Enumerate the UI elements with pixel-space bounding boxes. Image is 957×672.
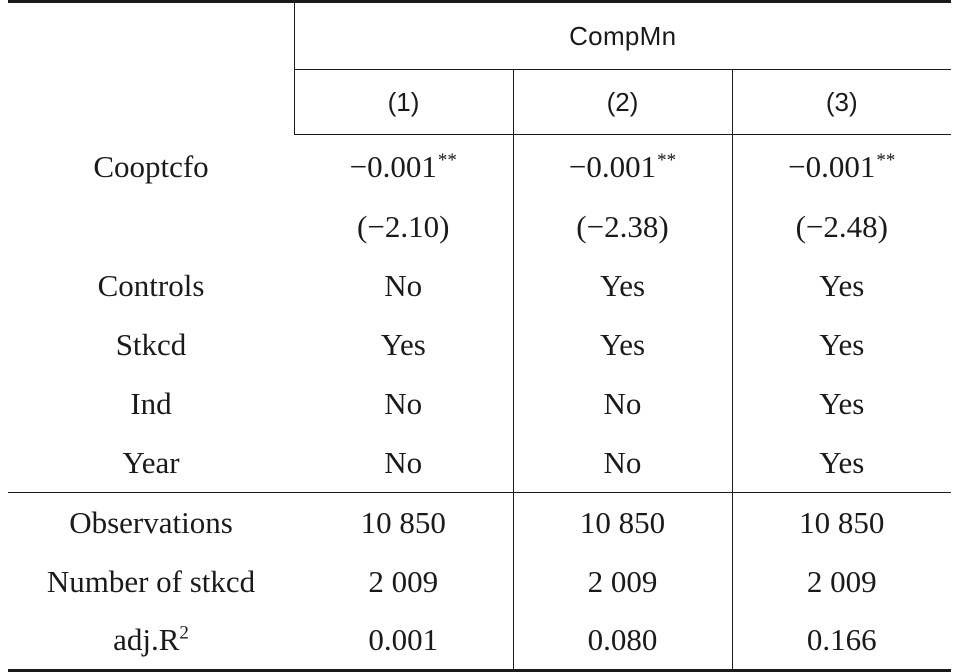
table-cell: No bbox=[294, 374, 514, 433]
tstat-cell-1: (−2.10) bbox=[294, 197, 514, 256]
header-row-columns: (1) (2) (3) bbox=[8, 69, 952, 135]
table-cell: Yes bbox=[819, 267, 865, 303]
significance-stars: ** bbox=[437, 149, 457, 171]
coef-cell-1: −0.001** bbox=[294, 134, 514, 197]
table-cell: Yes bbox=[819, 385, 865, 421]
table-row-stkcd: Stkcd Yes Yes Yes bbox=[8, 315, 951, 374]
significance-stars: ** bbox=[657, 149, 677, 171]
coef-value: −0.001 bbox=[788, 149, 876, 184]
regression-table-container: CompMn (1) (2) (3) Cooptcfo −0.001** −0.… bbox=[8, 0, 952, 672]
row-label-text: adj.R bbox=[113, 622, 180, 657]
coef-value: −0.001 bbox=[568, 149, 657, 184]
table-row-tstat: (−2.10) (−2.38) (−2.48) bbox=[8, 197, 951, 256]
table-row-adj-r2: adj.R2 0.001 0.080 0.166 bbox=[8, 611, 952, 672]
row-label: Controls bbox=[97, 267, 205, 303]
row-label: Number of stkcd bbox=[46, 563, 256, 599]
table-row-controls: Controls No Yes Yes bbox=[8, 256, 951, 315]
table-row-observations: Observations 10 850 10 850 10 850 bbox=[8, 492, 952, 552]
row-label: Observations bbox=[8, 492, 294, 552]
tstat-cell-2: (−2.38) bbox=[513, 197, 733, 256]
coef-cell-2: −0.001** bbox=[513, 134, 733, 197]
table-cell: 2 009 bbox=[513, 552, 733, 611]
table-cell: 2 009 bbox=[294, 552, 514, 611]
table-row-cooptcfo: Cooptcfo −0.001** −0.001** −0.001** bbox=[8, 134, 951, 198]
superscript: 2 bbox=[179, 622, 189, 644]
table-cell: 0.166 bbox=[732, 611, 952, 672]
table-cell: Yes bbox=[819, 326, 865, 362]
table-cell: No bbox=[294, 256, 514, 315]
table-cell: Yes bbox=[513, 256, 733, 315]
tstat-cell-3: (−2.48) bbox=[795, 208, 888, 244]
group-header: CompMn bbox=[294, 0, 952, 70]
coef-value: −0.001 bbox=[349, 149, 437, 184]
row-label: Cooptcfo bbox=[93, 148, 209, 184]
table-cell: No bbox=[513, 374, 733, 433]
table-cell: Yes bbox=[513, 315, 733, 374]
column-header-1: (1) bbox=[294, 69, 514, 135]
column-header-2: (2) bbox=[513, 69, 733, 135]
stub-header-cell bbox=[8, 0, 295, 135]
row-label: Year bbox=[122, 444, 180, 480]
table-cell: 10 850 bbox=[513, 492, 733, 552]
table-cell: 0.080 bbox=[513, 611, 733, 672]
table-row-ind: Ind No No Yes bbox=[8, 374, 951, 433]
table-cell: Yes bbox=[294, 315, 514, 374]
table-row-number-of-stkcd: Number of stkcd 2 009 2 009 2 009 bbox=[8, 552, 951, 611]
table-cell: 0.001 bbox=[294, 611, 514, 672]
column-header-3: (3) bbox=[732, 69, 952, 135]
table-cell: No bbox=[294, 433, 514, 493]
significance-stars: ** bbox=[876, 149, 896, 171]
regression-table: CompMn (1) (2) (3) Cooptcfo −0.001** −0.… bbox=[8, 0, 952, 672]
row-label bbox=[8, 197, 294, 256]
table-cell: 10 850 bbox=[294, 492, 514, 552]
table-row-year: Year No No Yes bbox=[8, 433, 951, 493]
table-cell: Yes bbox=[819, 444, 865, 480]
row-label: Stkcd bbox=[115, 326, 187, 362]
table-cell: 2 009 bbox=[806, 563, 877, 599]
row-label: adj.R2 bbox=[8, 611, 294, 672]
coef-cell-3: −0.001** bbox=[732, 135, 951, 198]
row-label: Ind bbox=[130, 385, 172, 421]
table-cell: No bbox=[513, 433, 733, 493]
table-cell: 10 850 bbox=[732, 492, 952, 552]
header-row-group: CompMn bbox=[8, 0, 952, 135]
